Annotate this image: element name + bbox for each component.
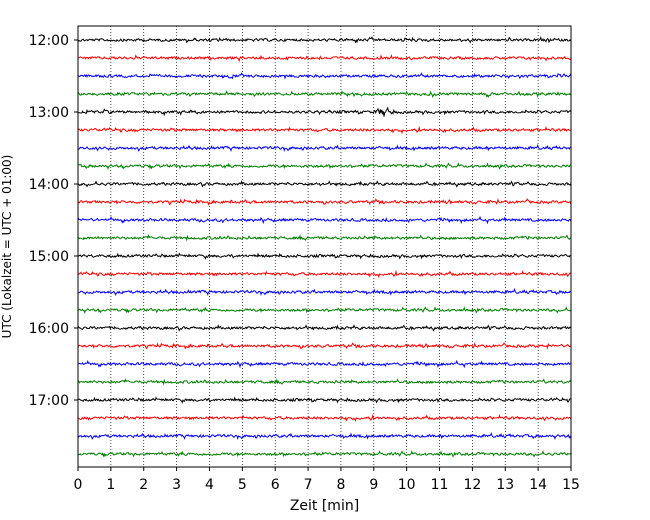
y-tick-label: 15:00 (29, 249, 69, 265)
y-tick-label: 13:00 (29, 105, 69, 121)
trace-14:45 (77, 234, 571, 242)
trace-14:15 (77, 198, 572, 206)
x-tick-label: 13 (496, 477, 514, 493)
plot-background (78, 26, 571, 467)
trace-12:15 (77, 54, 572, 63)
trace-13:15 (77, 125, 571, 135)
y-tick-label: 12:00 (29, 33, 69, 49)
trace-15:00 (77, 252, 572, 260)
trace-13:00 (77, 106, 572, 117)
trace-17:15 (77, 413, 572, 423)
x-tick-label: 4 (205, 477, 214, 493)
y-tick-label: 16:00 (29, 321, 69, 337)
trace-12:45 (77, 90, 572, 98)
plot-frame (77, 25, 572, 468)
trace-17:30 (77, 431, 572, 441)
x-tick-label: 12 (463, 477, 481, 493)
trace-16:30 (77, 359, 571, 369)
x-tick-label: 15 (562, 477, 580, 493)
x-tick-label: 5 (238, 477, 247, 493)
trace-15:45 (77, 306, 572, 315)
trace-17:45 (77, 450, 572, 458)
x-axis-ticks: 0 1 2 3 4 5 6 7 8 9 10 11 12 13 14 15 (74, 467, 580, 493)
y-tick-label: 17:00 (29, 393, 69, 409)
x-tick-label: 9 (369, 477, 378, 493)
x-tick-label: 14 (529, 477, 547, 493)
trace-14:00 (77, 180, 572, 188)
trace-17:00 (78, 396, 571, 404)
y-tick-label: 14:00 (29, 177, 69, 193)
x-tick-label: 6 (271, 477, 280, 493)
x-tick-label: 11 (431, 477, 449, 493)
x-tick-label: 8 (336, 477, 345, 493)
trace-15:30 (77, 287, 571, 296)
x-tick-label: 3 (172, 477, 181, 493)
trace-16:15 (77, 342, 571, 350)
trace-12:30 (77, 72, 572, 80)
trace-16:00 (77, 324, 572, 332)
trace-14:30 (77, 215, 572, 225)
x-tick-label: 0 (74, 477, 83, 493)
x-tick-label: 2 (139, 477, 148, 493)
x-tick-label: 1 (106, 477, 115, 493)
trace-16:45 (77, 378, 572, 386)
trace-12:00 (77, 35, 572, 44)
y-axis-label: UTC (Lokalzeit = UTC + 01:00) (0, 155, 14, 339)
trace-15:15 (77, 269, 572, 279)
seismic-traces (77, 35, 572, 458)
x-tick-label: 7 (304, 477, 313, 493)
trace-13:30 (77, 143, 571, 152)
trace-13:45 (77, 162, 571, 171)
x-axis-label: Zeit [min] (290, 498, 359, 514)
x-tick-label: 10 (398, 477, 416, 493)
y-axis-ticks: 12:00 13:00 14:00 15:00 16:00 17:00 (29, 33, 78, 409)
